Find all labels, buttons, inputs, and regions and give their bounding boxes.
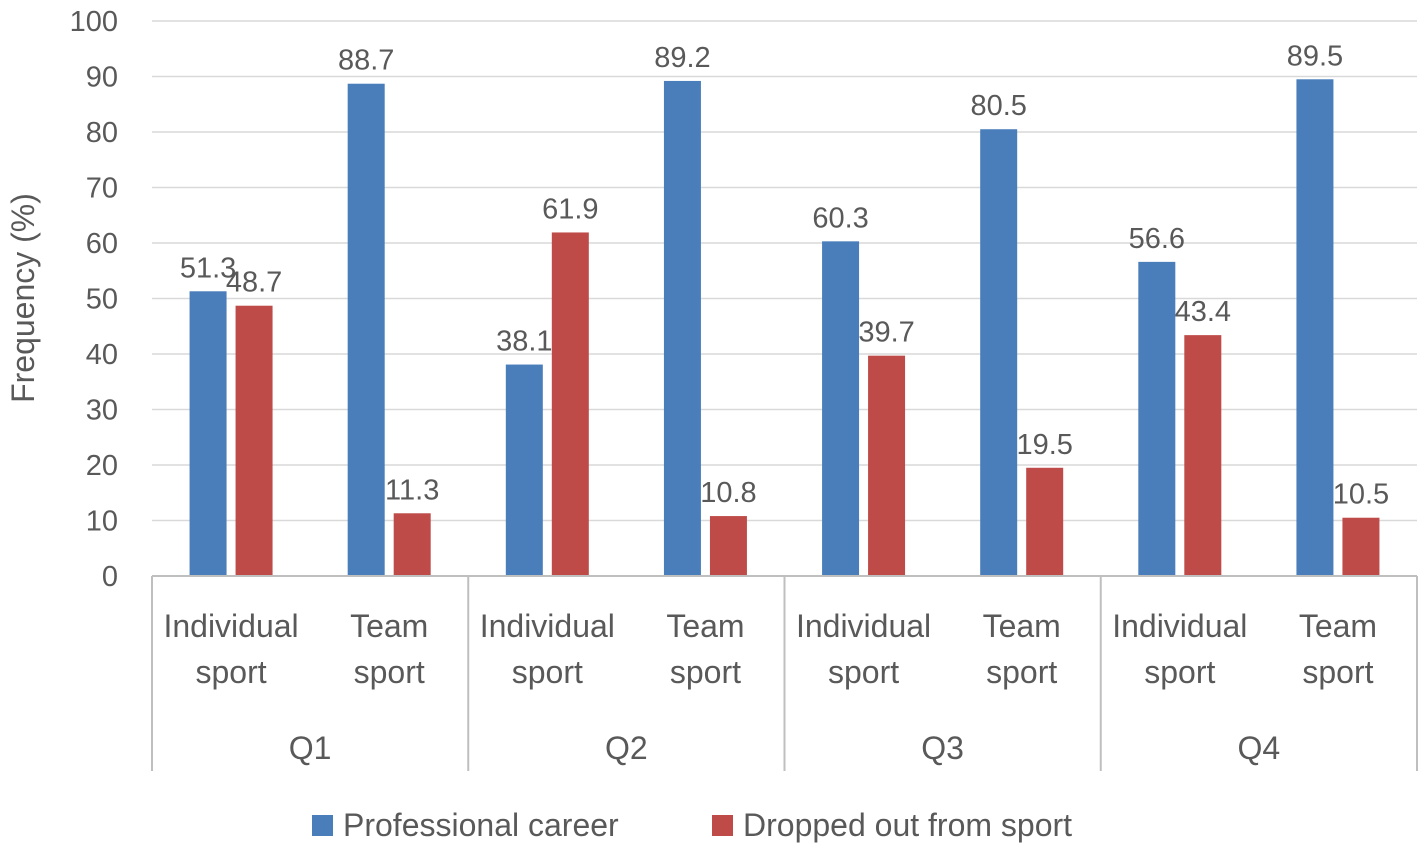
y-tick-label: 60 (86, 228, 118, 260)
group-label: Q2 (605, 730, 648, 766)
data-label: 80.5 (970, 90, 1026, 122)
data-label: 11.3 (385, 474, 439, 506)
data-label: 39.7 (858, 317, 914, 349)
bar (1138, 261, 1176, 576)
y-tick-label: 50 (86, 284, 118, 316)
data-label: 56.6 (1129, 223, 1185, 255)
category-label: Team (350, 608, 428, 644)
category-label: sport (670, 654, 741, 690)
bar (1342, 517, 1380, 576)
legend: Professional career Dropped out from spor… (312, 807, 1072, 843)
data-label: 48.7 (226, 267, 282, 299)
group-label: Q4 (1238, 730, 1281, 766)
legend-swatch (312, 815, 333, 836)
data-label: 51.3 (180, 252, 236, 284)
gridlines (152, 20, 1417, 522)
category-label: Team (983, 608, 1061, 644)
category-label: sport (354, 654, 425, 690)
data-label: 43.4 (1175, 296, 1231, 328)
bar (1184, 335, 1222, 576)
bar (868, 355, 906, 576)
category-label: sport (195, 654, 266, 690)
bar (235, 305, 273, 576)
bar (1026, 467, 1064, 576)
bar (393, 513, 431, 576)
data-label: 61.9 (542, 193, 598, 225)
data-label: 10.8 (700, 477, 756, 509)
y-tick-label: 0 (102, 561, 118, 593)
data-label: 60.3 (812, 202, 868, 234)
bar (822, 241, 860, 576)
y-tick-label: 40 (86, 339, 118, 371)
y-tick-label: 30 (86, 395, 118, 427)
bar (189, 291, 227, 576)
y-tick-label: 10 (86, 506, 118, 538)
group-label: Q1 (289, 730, 332, 766)
bar (505, 364, 543, 576)
legend-label: Dropped out from sport (743, 807, 1072, 843)
y-tick-label: 70 (86, 173, 118, 205)
category-label: Individual (480, 608, 615, 644)
y-axis-title: Frequency (%) (5, 193, 41, 403)
bars (189, 79, 1380, 577)
data-label: 89.2 (654, 42, 710, 74)
category-label: sport (1144, 654, 1215, 690)
data-label: 89.5 (1287, 40, 1343, 72)
y-tick-label: 80 (86, 117, 118, 149)
category-label: sport (828, 654, 899, 690)
y-tick-label: 90 (86, 62, 118, 94)
data-labels: 51.348.7 88.7 11.3 38.1 61.9 89.2 10.8 60.3 39.7… (180, 40, 1389, 510)
bar (663, 80, 701, 576)
category-label: Individual (796, 608, 931, 644)
legend-swatch (712, 815, 733, 836)
category-label: Team (666, 608, 744, 644)
category-label: Individual (163, 608, 298, 644)
category-label: Team (1299, 608, 1377, 644)
bar (1296, 79, 1334, 577)
data-label: 38.1 (496, 326, 552, 358)
bar (980, 129, 1018, 576)
bar (551, 232, 589, 576)
data-label: 88.7 (338, 45, 394, 77)
bar (347, 83, 385, 576)
category-label: Individual (1112, 608, 1247, 644)
group-label: Q3 (921, 730, 964, 766)
category-label: sport (986, 654, 1057, 690)
y-tick-label: 20 (86, 450, 118, 482)
x-axis: Individual sport Team sport Q1 Individual spor… (151, 575, 1418, 771)
bar (709, 516, 747, 576)
data-label: 10.5 (1333, 479, 1389, 511)
y-axis-ticks: 0 10 20 30 40 50 60 70 80 90 100 (70, 6, 118, 593)
category-label: sport (1302, 654, 1373, 690)
category-label: sport (512, 654, 583, 690)
data-label: 19.5 (1016, 429, 1072, 461)
y-tick-label: 100 (70, 6, 118, 38)
legend-label: Professional career (343, 807, 619, 843)
